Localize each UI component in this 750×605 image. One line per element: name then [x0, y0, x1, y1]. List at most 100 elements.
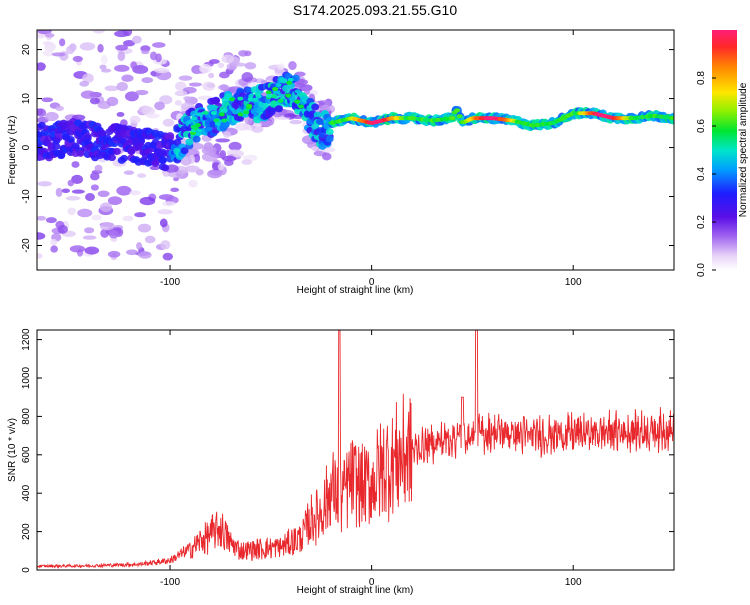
spectrogram-bright-spot [258, 102, 265, 107]
spectrogram-bright-spot [221, 108, 228, 113]
spectrogram-bright-spot [247, 97, 254, 102]
spectrogram-axes: -100 0 100 -20 -10 0 10 20 [21, 30, 674, 288]
spectrogram-noise-blob [67, 207, 76, 216]
colorbar-tick-label-4: 0.8 [696, 71, 707, 85]
spectrogram-noise-blob [206, 83, 216, 88]
spectrogram-bright-spot [243, 110, 250, 115]
spectrogram-noise-blob [162, 252, 174, 261]
spectrogram-bright-spot [254, 92, 261, 97]
spectrogram-bright-spot [191, 116, 198, 121]
spectrogram-noise-blob [244, 62, 257, 70]
spectrogram-noise-blob [140, 45, 151, 52]
spectrogram-noise-blob [37, 232, 46, 240]
spectrogram-noise-blob [44, 33, 55, 38]
top-x-tick-label-0: -100 [160, 277, 180, 288]
spectrogram-ridge-core [454, 108, 461, 113]
spectrogram-noise-blob [115, 44, 128, 51]
spectrogram-noise-blob [283, 113, 297, 118]
spectrogram-noise-blob [126, 249, 139, 256]
spectrogram-ridge-blob [158, 157, 167, 165]
spectrogram-bright-spot [246, 103, 253, 108]
spectrogram-noise-blob [69, 245, 86, 253]
spectrogram-noise-blob [65, 196, 81, 201]
bottom-y-tick-label-3: 600 [21, 446, 32, 463]
spectrogram-noise-blob [107, 196, 123, 206]
spectrogram-noise-blob [173, 177, 180, 182]
bottom-x-tick-label-1: 0 [369, 577, 375, 588]
spectrogram-frame [36, 29, 675, 271]
spectrogram-noise-blob [217, 163, 225, 171]
spectrogram-noise-blob [159, 95, 173, 105]
top-y-tick-label-2: 0 [21, 144, 32, 150]
spectrogram-ridge-core [669, 115, 674, 120]
spectrogram-noise-blob [135, 89, 149, 96]
snr-x-axis-label: Height of straight line (km) [297, 585, 414, 596]
spectrogram-bright-spot [237, 112, 244, 117]
spectrogram-noise-blob [107, 250, 121, 258]
top-y-tick-label-4: 20 [21, 44, 32, 56]
top-x-tick-label-2: 100 [565, 277, 582, 288]
spectrogram-noise-blob [221, 54, 235, 64]
spectrogram-noise-blob [55, 105, 64, 112]
spectrogram-noise-blob [321, 152, 332, 161]
snr-y-tick-labels: 0 200 400 600 800 1000 1200 [21, 328, 32, 573]
spectrogram-noise-blob [159, 208, 169, 214]
spectrogram-noise-blob [174, 90, 188, 97]
spectrogram-noise-blob [149, 165, 160, 171]
spectrogram-noise-blob [154, 67, 170, 74]
spectrogram-noise-blob [139, 196, 156, 206]
spectrogram-noise-blob [37, 108, 47, 117]
spectrogram-noise-blob [152, 42, 166, 48]
spectrogram-noise-blob [37, 253, 43, 259]
colorbar: 0.0 0.2 0.4 0.6 0.8 Normalized spectral … [696, 30, 749, 277]
spectrogram-noise-blob [222, 131, 232, 138]
spectrogram-ridge-blob [313, 111, 322, 119]
spectrogram-noise-blob [122, 30, 133, 37]
spectrogram-noise-blob [89, 97, 100, 105]
spectrogram-noise-blob [217, 62, 225, 69]
spectrogram-noise-blob [82, 73, 94, 84]
spectrogram-ridge-blob [291, 74, 300, 82]
spectrogram-noise-blob [66, 45, 75, 55]
spectrogram-bright-spot [202, 110, 209, 115]
spectrogram-noise-blob [123, 170, 135, 175]
spectrogram-noise-blob [208, 59, 220, 64]
spectrogram-noise-blob [178, 75, 193, 81]
spectrogram-ridge-core [456, 114, 463, 119]
spectrogram-bright-spot [298, 104, 305, 109]
colorbar-tick-label-2: 0.4 [696, 167, 707, 181]
spectrogram-ridge-blob [151, 160, 160, 168]
spectrogram-bright-spot [210, 105, 217, 110]
spectrogram-ridge-blob [180, 147, 189, 155]
spectrogram-noise-blob [114, 64, 130, 72]
spectrogram-bright-spot [265, 90, 272, 95]
spectrogram-noise-blob [134, 212, 146, 218]
spectrogram-noise-blob [55, 187, 63, 198]
spectrogram-noise-blob [92, 30, 105, 34]
snr-series-line [37, 330, 674, 570]
spectrogram-noise-blob [50, 245, 58, 253]
spectrogram-noise-blob [218, 71, 230, 79]
spectrogram-noise-blob [130, 61, 138, 70]
spectrogram-noise-blob [188, 82, 202, 87]
bottom-y-tick-label-6: 1200 [21, 328, 32, 351]
spectrogram-noise-blob [175, 81, 187, 91]
spectrogram-noise-blob [79, 80, 90, 87]
spectrogram-noise-blob [45, 217, 57, 224]
spectrogram-noise-blob [162, 201, 176, 207]
spectrogram-bright-spot [210, 111, 217, 116]
spectrogram-ridge-blob [221, 121, 230, 129]
spectrogram-bright-spot [275, 82, 282, 87]
spectrogram-noise-blob [137, 223, 152, 233]
spectrogram-ridge-blob [325, 135, 334, 143]
spectrogram-y-tick-labels: -20 -10 0 10 20 [21, 44, 32, 253]
colorbar-gradient [712, 30, 737, 270]
spectrogram-bright-spot [237, 96, 244, 101]
spectrogram-noise-blob [149, 51, 158, 61]
spectrogram-x-tick-labels: -100 0 100 [160, 277, 582, 288]
spectrogram-ridge-blob [66, 135, 75, 143]
spectrogram-noise-blob [77, 208, 93, 218]
spectrogram-ridge-blob [311, 103, 320, 111]
spectrogram-noise-blob [138, 251, 152, 259]
spectrogram-noise-blob [71, 161, 80, 168]
